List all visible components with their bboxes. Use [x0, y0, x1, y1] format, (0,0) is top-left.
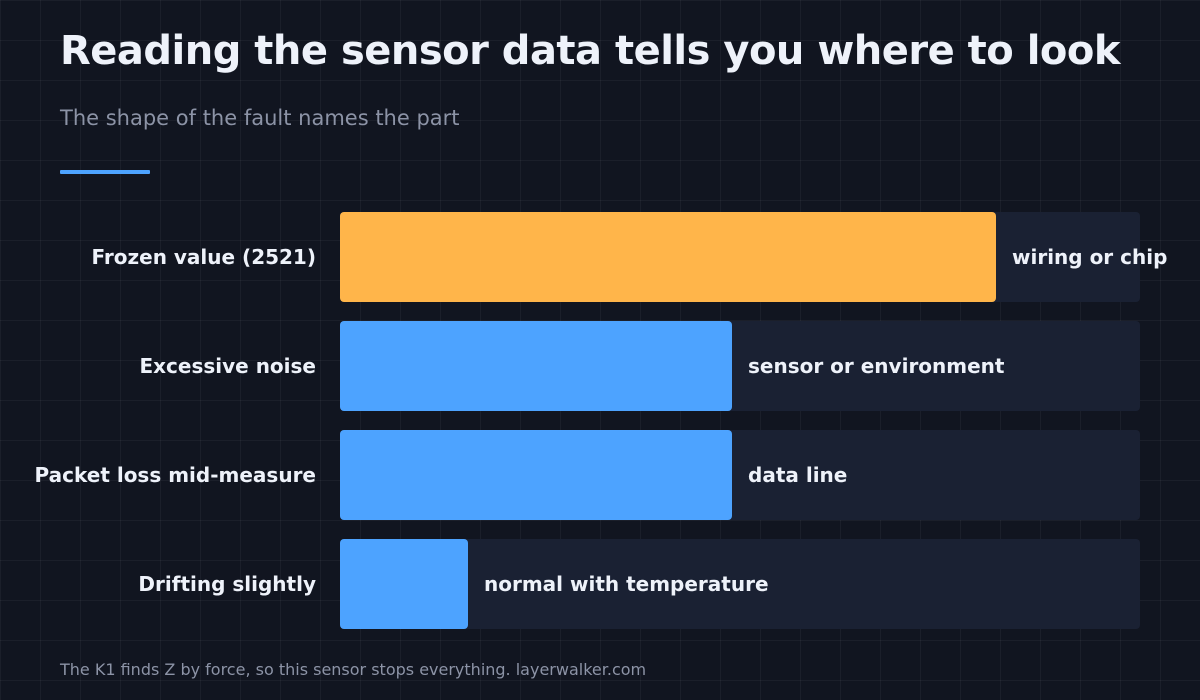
- bar-annotation: sensor or environment: [748, 354, 1005, 378]
- accent-divider: [60, 170, 150, 174]
- category-label: Frozen value (2521): [92, 245, 317, 269]
- bar-row: Packet loss mid-measure data line: [35, 430, 1140, 520]
- category-label: Drifting slightly: [138, 572, 316, 596]
- bar-annotation: normal with temperature: [484, 572, 769, 596]
- bar-row: Drifting slightly normal with temperature: [138, 539, 1140, 629]
- page-title: Reading the sensor data tells you where …: [60, 28, 1120, 74]
- bar: [340, 430, 732, 520]
- category-label: Excessive noise: [139, 354, 316, 378]
- bar: [340, 321, 732, 411]
- page-subtitle: The shape of the fault names the part: [60, 106, 460, 130]
- bar: [340, 212, 996, 302]
- bar-track: [340, 539, 1140, 629]
- bar-annotation: wiring or chip: [1012, 245, 1167, 269]
- bar-row: Excessive noise sensor or environment: [139, 321, 1140, 411]
- bar-row: Frozen value (2521) wiring or chip: [92, 212, 1167, 302]
- category-label: Packet loss mid-measure: [35, 463, 316, 487]
- bar-annotation: data line: [748, 463, 847, 487]
- footer-note: The K1 finds Z by force, so this sensor …: [60, 660, 647, 679]
- bar: [340, 539, 468, 629]
